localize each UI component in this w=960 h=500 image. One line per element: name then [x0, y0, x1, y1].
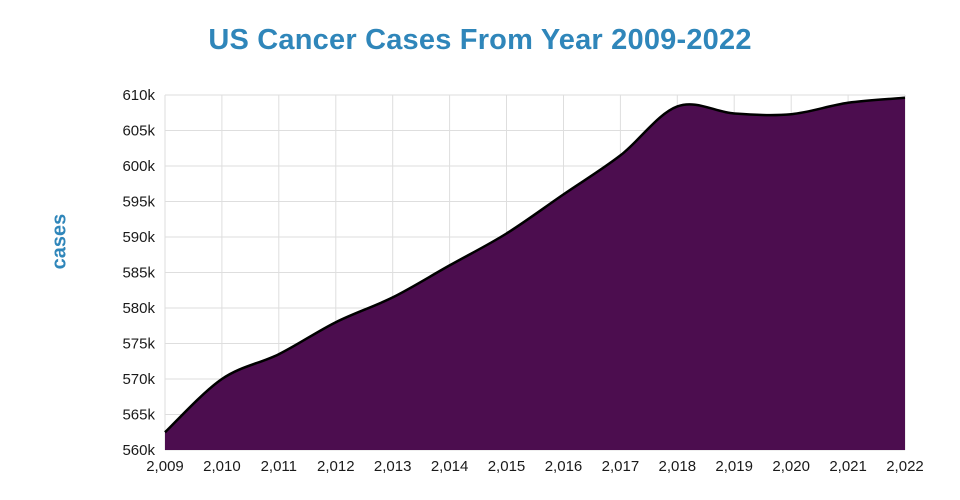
- svg-text:2,009: 2,009: [146, 458, 184, 475]
- svg-text:605k: 605k: [122, 123, 155, 140]
- svg-text:575k: 575k: [122, 336, 155, 353]
- svg-text:565k: 565k: [122, 407, 155, 424]
- svg-text:570k: 570k: [122, 371, 155, 388]
- svg-text:2,014: 2,014: [431, 458, 469, 475]
- svg-text:2,018: 2,018: [659, 458, 697, 475]
- svg-text:2,010: 2,010: [203, 458, 241, 475]
- svg-text:610k: 610k: [122, 87, 155, 104]
- svg-text:2,017: 2,017: [602, 458, 640, 475]
- svg-text:2,011: 2,011: [261, 458, 297, 475]
- chart-title: US Cancer Cases From Year 2009-2022: [208, 24, 752, 56]
- svg-text:560k: 560k: [122, 442, 155, 459]
- svg-text:2,012: 2,012: [317, 458, 355, 475]
- svg-text:600k: 600k: [122, 158, 155, 175]
- svg-text:2,013: 2,013: [374, 458, 412, 475]
- svg-text:590k: 590k: [122, 229, 155, 246]
- svg-text:2,016: 2,016: [545, 458, 583, 475]
- svg-text:2,015: 2,015: [488, 458, 526, 475]
- svg-text:2,022: 2,022: [886, 458, 924, 475]
- svg-text:2,020: 2,020: [772, 458, 810, 475]
- line-series: [164, 96, 906, 434]
- svg-text:595k: 595k: [122, 194, 155, 211]
- svg-text:2,019: 2,019: [715, 458, 753, 475]
- area-series: [165, 97, 905, 451]
- svg-text:2,021: 2,021: [829, 458, 867, 475]
- svg-text:585k: 585k: [122, 265, 155, 282]
- svg-text:580k: 580k: [122, 300, 155, 317]
